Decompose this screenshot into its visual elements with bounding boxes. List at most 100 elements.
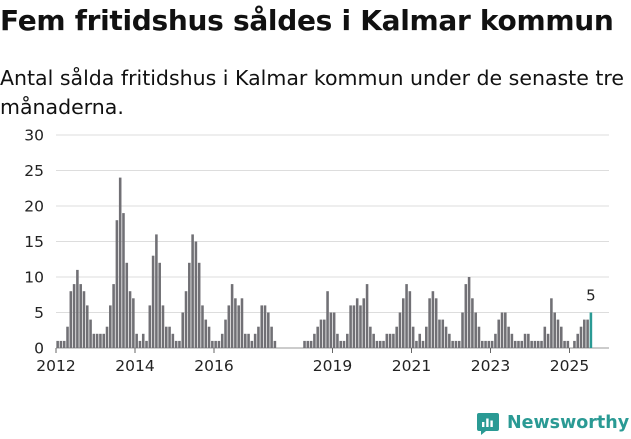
bar — [145, 340, 148, 348]
bar — [576, 333, 580, 348]
bar — [224, 319, 227, 348]
bar — [243, 333, 247, 348]
bar — [138, 340, 142, 348]
bar — [411, 326, 415, 348]
bar — [583, 319, 586, 348]
bar — [438, 319, 441, 348]
bars — [56, 177, 593, 348]
bar — [480, 340, 484, 348]
bar — [82, 291, 86, 348]
bar — [382, 340, 385, 348]
bar — [178, 340, 181, 348]
bar — [586, 319, 589, 348]
x-tick-label: 2023 — [471, 357, 510, 375]
bar — [401, 298, 405, 348]
bar — [490, 340, 494, 348]
bar — [375, 340, 379, 348]
bar — [99, 333, 102, 348]
bar — [197, 262, 201, 348]
bar — [540, 340, 543, 348]
bar — [369, 326, 372, 348]
bar — [500, 312, 504, 348]
x-tick-label: 2012 — [36, 357, 75, 375]
y-tick-label: 15 — [24, 233, 44, 251]
bar — [184, 291, 188, 348]
x-tick-label: 2021 — [392, 357, 431, 375]
x-tick-label: 2025 — [550, 357, 589, 375]
bar — [566, 340, 570, 348]
bar — [444, 326, 448, 348]
bar — [474, 312, 477, 348]
chart-title: Fem fritidshus såldes i Kalmar kommun — [0, 4, 614, 37]
bar — [66, 326, 69, 348]
bar — [89, 319, 92, 348]
bar — [434, 298, 438, 348]
bar — [168, 326, 171, 348]
bar — [563, 340, 566, 348]
bar — [267, 312, 270, 348]
bar — [148, 305, 152, 348]
bar — [188, 262, 191, 348]
bar — [546, 333, 550, 348]
bar — [398, 312, 402, 348]
bar — [214, 340, 217, 348]
bar — [355, 298, 359, 348]
bar — [513, 340, 517, 348]
y-tick-label: 20 — [24, 198, 44, 216]
bar — [105, 326, 109, 348]
bar — [342, 340, 346, 348]
brand-name: Newsworthy — [507, 413, 630, 433]
bar — [227, 305, 231, 348]
bar — [395, 326, 398, 348]
x-tick-label: 2019 — [313, 357, 352, 375]
bar — [322, 319, 326, 348]
bar — [128, 291, 132, 348]
bar — [191, 234, 194, 348]
bar — [349, 305, 352, 348]
bar — [79, 284, 82, 348]
bar — [428, 298, 431, 348]
bar — [95, 333, 99, 348]
data-label-latest: 5 — [586, 287, 596, 305]
bar — [313, 333, 316, 348]
bar — [273, 340, 277, 348]
bar — [510, 333, 514, 348]
bar — [69, 291, 73, 348]
bar — [454, 340, 458, 348]
bar — [59, 340, 63, 348]
bar — [471, 298, 474, 348]
newsworthy-logo-icon — [477, 413, 499, 435]
bar — [448, 333, 451, 348]
bar — [467, 277, 471, 348]
bar — [494, 333, 497, 348]
bar — [194, 241, 198, 348]
bar — [329, 312, 333, 348]
bar — [533, 340, 537, 348]
bar — [253, 333, 257, 348]
bar — [122, 213, 125, 348]
bar — [220, 333, 224, 348]
bar — [441, 319, 445, 348]
bar — [415, 340, 418, 348]
bar — [418, 333, 422, 348]
bar — [319, 319, 323, 348]
bar — [112, 284, 115, 348]
bar-latest — [589, 312, 593, 348]
bar — [477, 326, 481, 348]
bar — [102, 333, 106, 348]
bar — [530, 340, 533, 348]
bar — [260, 305, 264, 348]
bar — [556, 319, 560, 348]
bar — [507, 326, 510, 348]
bar — [62, 340, 66, 348]
bar — [158, 262, 161, 348]
bar — [306, 340, 310, 348]
bar — [217, 340, 221, 348]
bar — [161, 305, 165, 348]
bar — [250, 340, 254, 348]
bar — [461, 312, 464, 348]
bar — [132, 298, 135, 348]
bar — [527, 333, 530, 348]
bar — [451, 340, 454, 348]
